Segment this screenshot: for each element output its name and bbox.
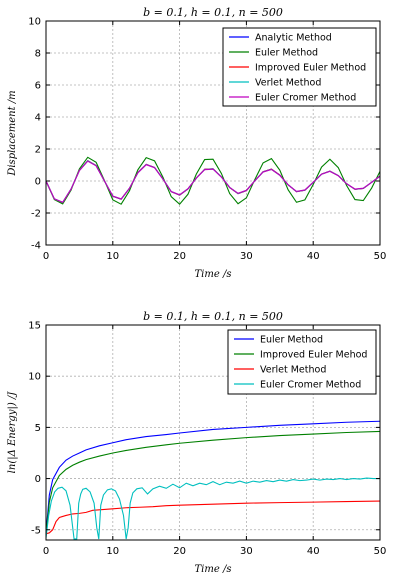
x-axis-label: Time /s <box>195 564 232 575</box>
x-tick-label: 20 <box>173 546 186 557</box>
x-tick-label: 0 <box>43 546 49 557</box>
series-line-euler-method <box>46 420 380 526</box>
x-tick-label: 20 <box>173 251 186 262</box>
x-tick-label: 10 <box>106 546 119 557</box>
y-tick-label: -5 <box>31 525 41 536</box>
chart-title: b = 0.1, h = 0.1, n = 500 <box>143 310 283 323</box>
y-tick-label: 10 <box>28 372 41 383</box>
y-tick-label: -2 <box>31 209 41 220</box>
y-tick-label: 5 <box>35 423 41 434</box>
legend-entry: Euler Method <box>260 335 323 346</box>
x-tick-label: 40 <box>307 251 320 262</box>
legend-entry: Improved Euler Method <box>255 63 366 74</box>
legend-entry: Euler Method <box>255 48 318 59</box>
y-axis-label: ln(|Δ Energy|) /J <box>7 391 18 474</box>
y-tick-label: -4 <box>31 241 41 252</box>
x-axis-label: Time /s <box>195 269 232 280</box>
y-tick-label: 8 <box>35 49 41 60</box>
series-line-euler-cromer-method <box>46 160 380 203</box>
y-tick-label: 6 <box>35 81 41 92</box>
y-tick-label: 2 <box>35 145 41 156</box>
y-tick-label: 0 <box>35 474 41 485</box>
plot-frame <box>45 20 381 246</box>
chart-title: b = 0.1, h = 0.1, n = 500 <box>143 6 283 19</box>
x-tick-label: 50 <box>374 546 387 557</box>
series-line-improved-euler-mehod <box>46 430 380 529</box>
y-axis-label: Displacement /m <box>7 90 18 176</box>
x-tick-label: 50 <box>374 251 387 262</box>
y-tick-label: 0 <box>35 177 41 188</box>
legend-box <box>227 329 377 395</box>
x-tick-label: 30 <box>240 251 253 262</box>
legend-entry: Analytic Method <box>255 33 332 44</box>
legend-entry: Euler Cromer Method <box>260 380 361 391</box>
x-tick-label: 40 <box>307 546 320 557</box>
series-line-euler-method <box>46 156 380 205</box>
legend-entry: Euler Cromer Method <box>255 93 356 104</box>
x-tick-label: 0 <box>43 251 49 262</box>
legend-entry: Verlet Method <box>260 365 326 376</box>
x-tick-label: 10 <box>106 251 119 262</box>
displacement-chart: 0 10 20 30 40 50 -4 -2 0 2 4 6 8 10 b = 0.1, h = 0.1, … <box>7 6 386 280</box>
y-tick-label: 15 <box>28 321 41 332</box>
legend-entry: Verlet Method <box>255 78 321 89</box>
legend-entry: Improved Euler Mehod <box>260 350 367 361</box>
series-line-verlet-method <box>46 500 380 535</box>
x-tick-label: 30 <box>240 546 253 557</box>
y-tick-label: 10 <box>28 17 41 28</box>
plot-frame <box>45 324 381 541</box>
series-line-euler-cromer-method <box>46 477 380 540</box>
y-tick-label: 4 <box>35 113 41 124</box>
